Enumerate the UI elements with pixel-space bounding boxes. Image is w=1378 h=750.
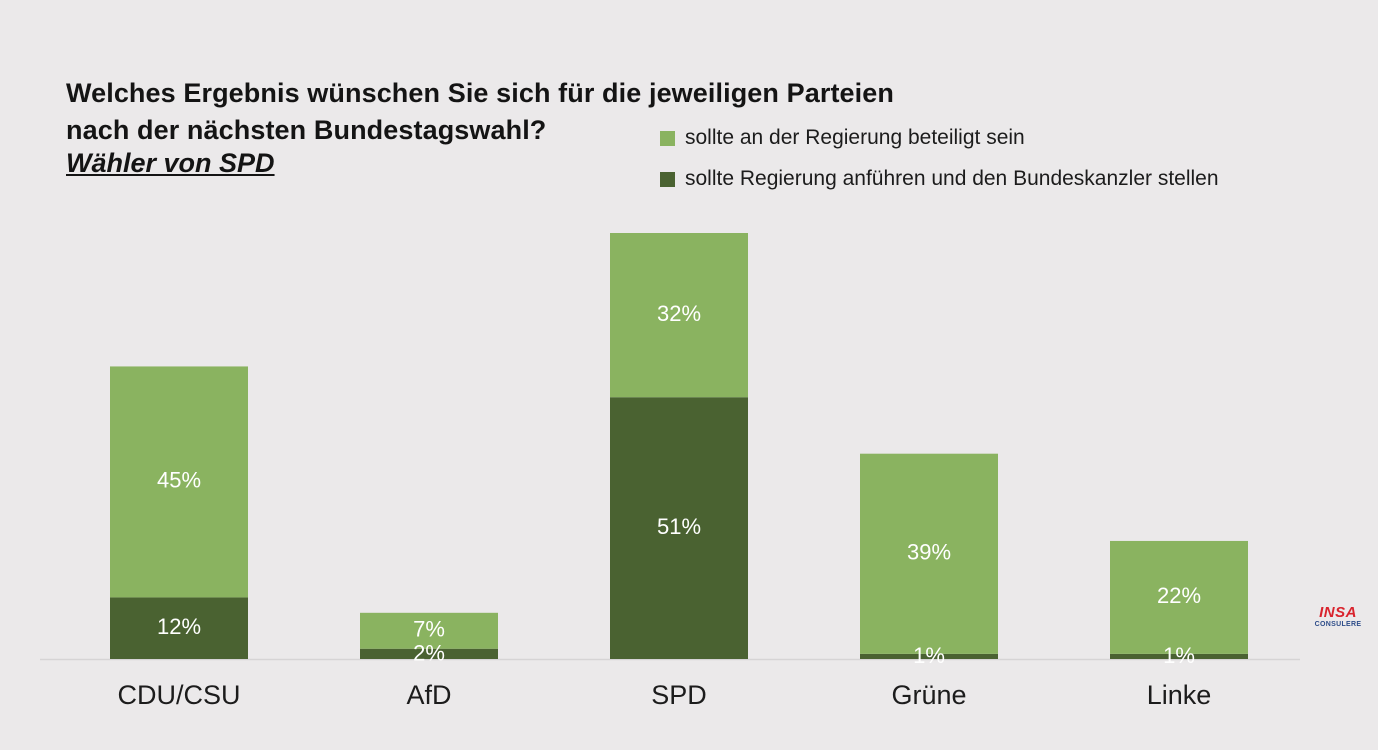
- data-label-linke-anfuehren: 1%: [1163, 643, 1195, 668]
- insa-logo: INSA CONSULERE: [1308, 605, 1368, 628]
- chart-title-line-2: nach der nächsten Bundestagswahl?: [66, 115, 547, 145]
- chart-title-line-1: Welches Ergebnis wünschen Sie sich für d…: [66, 78, 894, 108]
- data-label-linke-beteiligt: 22%: [1157, 583, 1201, 608]
- category-label-cdu-csu: CDU/CSU: [117, 680, 240, 710]
- legend-item-anfuehren: sollte Regierung anführen und den Bundes…: [660, 166, 1219, 192]
- insa-logo-subtitle: CONSULERE: [1314, 621, 1362, 628]
- legend-swatch-dark: [660, 171, 675, 187]
- legend-swatch-light: [660, 130, 675, 146]
- bar-spd-anfuehren: [610, 397, 748, 659]
- category-label-spd: SPD: [651, 680, 707, 710]
- legend-label-beteiligt: sollte an der Regierung beteiligt sein: [685, 126, 1025, 149]
- bar-linke-beteiligt: [1110, 540, 1248, 654]
- data-label-spd-beteiligt: 32%: [657, 301, 701, 326]
- data-label-afd-beteiligt: 7%: [413, 617, 445, 642]
- bar-afd-beteiligt: [360, 612, 498, 649]
- data-label-afd-anfuehren: 2%: [413, 641, 445, 666]
- bar-linke-anfuehren: [1110, 653, 1248, 659]
- data-label-spd-anfuehren: 51%: [657, 514, 701, 539]
- data-label-cdu-csu-beteiligt: 45%: [157, 468, 201, 493]
- category-label-gr-ne: Grüne: [891, 680, 966, 710]
- category-label-linke: Linke: [1147, 680, 1212, 710]
- category-label-afd: AfD: [406, 680, 451, 710]
- data-label-gr-ne-beteiligt: 39%: [907, 540, 951, 565]
- bar-cdu-csu-beteiligt: [110, 366, 248, 598]
- bar-afd-anfuehren: [360, 648, 498, 659]
- insa-logo-wordmark: INSA: [1319, 604, 1357, 621]
- bar-gr-ne-beteiligt: [860, 453, 998, 654]
- bar-spd-beteiligt: [610, 233, 748, 398]
- data-label-gr-ne-anfuehren: 1%: [913, 643, 945, 668]
- legend-item-beteiligt: sollte an der Regierung beteiligt sein: [660, 125, 1025, 151]
- bar-gr-ne-anfuehren: [860, 653, 998, 659]
- bar-cdu-csu-anfuehren: [110, 597, 248, 659]
- legend-label-anfuehren: sollte Regierung anführen und den Bundes…: [685, 167, 1219, 190]
- chart-subtitle: Wähler von SPD: [66, 148, 275, 178]
- data-label-cdu-csu-anfuehren: 12%: [157, 614, 201, 639]
